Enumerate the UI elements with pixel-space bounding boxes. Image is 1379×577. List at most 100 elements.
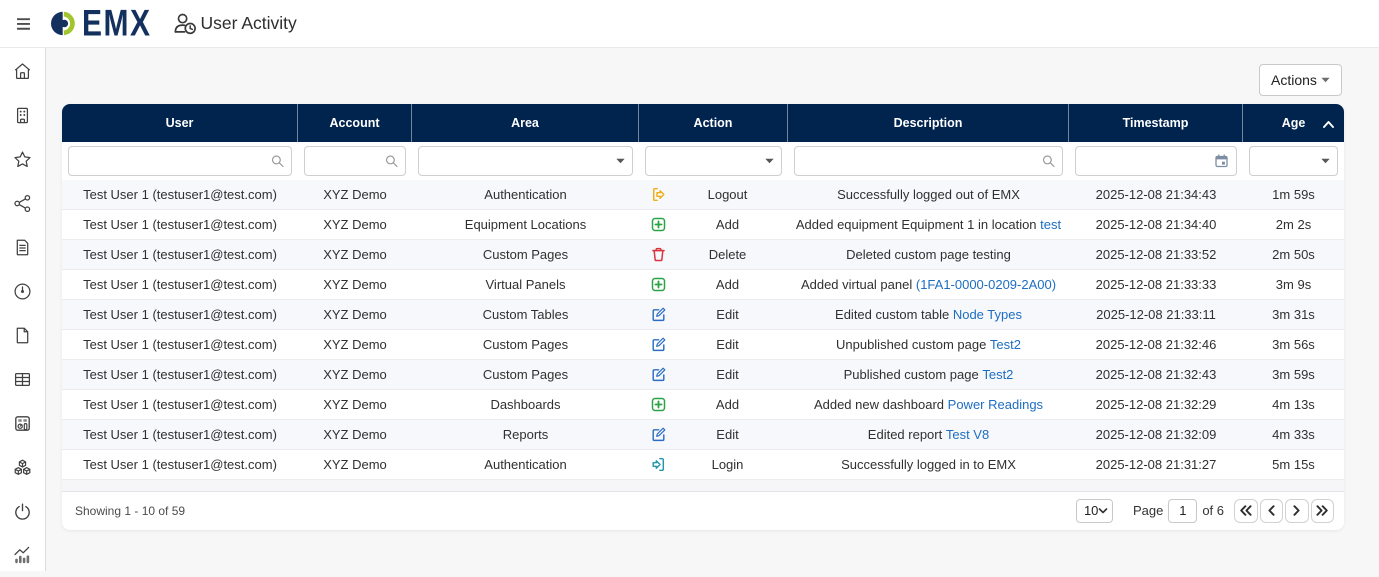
emx-logo[interactable]: EMX — [50, 5, 152, 42]
area-value: Custom Tables — [482, 307, 569, 322]
age-value: 4m 13s — [1272, 397, 1315, 412]
timestamp-value: 2025-12-08 21:32:09 — [1095, 427, 1217, 442]
cell-age: 3m 59s — [1243, 360, 1344, 389]
table-row[interactable]: Test User 1 (testuser1@test.com) XYZ Demo… — [62, 450, 1344, 480]
power-icon — [13, 502, 32, 521]
column-header-age[interactable]: Age — [1243, 104, 1344, 142]
cell-age: 3m 9s — [1243, 270, 1344, 299]
cell-description: Edited report Test V8 — [788, 420, 1069, 449]
table-header-row: User Account Area Action Description Timestam… — [62, 104, 1344, 142]
description-link[interactable]: test — [1040, 217, 1062, 232]
action-label: Edit — [716, 367, 739, 382]
action-filter-select[interactable] — [646, 147, 781, 175]
page-size-select[interactable]: 10 — [1075, 498, 1113, 523]
table-row[interactable]: Test User 1 (testuser1@test.com) XYZ Demo… — [62, 270, 1344, 300]
timestamp-value: 2025-12-08 21:34:43 — [1095, 187, 1217, 202]
timestamp-value: 2025-12-08 21:33:52 — [1095, 247, 1217, 262]
table-row[interactable]: Test User 1 (testuser1@test.com) XYZ Demo… — [62, 360, 1344, 390]
cell-action: Edit — [639, 330, 788, 359]
cell-action: Delete — [639, 240, 788, 269]
timestamp-filter-date-input[interactable] — [1076, 147, 1236, 175]
area-value: Reports — [502, 427, 549, 442]
age-value: 4m 33s — [1272, 427, 1315, 442]
description-link[interactable]: (1FA1-0000-0209-2A00) — [915, 277, 1057, 292]
column-header-label: Timestamp — [1122, 116, 1189, 130]
account-value: XYZ Demo — [323, 397, 387, 412]
cell-timestamp: 2025-12-08 21:31:27 — [1069, 450, 1243, 479]
description-link[interactable]: Node Types — [952, 307, 1022, 322]
age-filter-select[interactable] — [1250, 147, 1337, 175]
column-header-action[interactable]: Action — [639, 104, 788, 142]
description-text: Successfully logged out of EMX — [837, 187, 1020, 202]
cell-user: Test User 1 (testuser1@test.com) — [62, 420, 298, 449]
page-title: User Activity — [200, 13, 297, 33]
account-filter-input[interactable] — [305, 147, 405, 175]
prev-page-button[interactable] — [1259, 498, 1283, 523]
table-row[interactable]: Test User 1 (testuser1@test.com) XYZ Demo… — [62, 240, 1344, 270]
file-text-icon — [13, 238, 32, 257]
table-footer: Showing 1 - 10 of 59 10 Page of 6 — [62, 492, 1344, 529]
table-row[interactable]: Test User 1 (testuser1@test.com) XYZ Demo… — [62, 390, 1344, 420]
sidebar-item-home[interactable] — [1, 49, 45, 93]
table-icon — [13, 370, 32, 389]
sidebar-item-pages[interactable] — [1, 313, 45, 357]
column-header-area[interactable]: Area — [412, 104, 639, 142]
description-text: Added new dashboard — [813, 397, 948, 412]
sidebar-item-dashboards[interactable] — [1, 401, 45, 445]
column-header-label: Account — [329, 116, 380, 130]
column-header-user[interactable]: User — [62, 104, 298, 142]
emx-logo-mark-icon — [51, 11, 75, 36]
action-label: Edit — [716, 307, 739, 322]
cell-timestamp: 2025-12-08 21:32:29 — [1069, 390, 1243, 419]
description-link[interactable]: Power Readings — [947, 397, 1044, 412]
column-header-description[interactable]: Description — [788, 104, 1069, 142]
table-row[interactable]: Test User 1 (testuser1@test.com) XYZ Demo… — [62, 330, 1344, 360]
table-row[interactable]: Test User 1 (testuser1@test.com) XYZ Demo… — [62, 210, 1344, 240]
hamburger-menu-button[interactable] — [0, 0, 46, 48]
user-value: Test User 1 (testuser1@test.com) — [83, 217, 277, 232]
user-filter-input[interactable] — [69, 147, 291, 175]
action-edit-icon — [650, 426, 667, 443]
cell-age: 4m 33s — [1243, 420, 1344, 449]
area-filter-select[interactable] — [419, 147, 632, 175]
timestamp-value: 2025-12-08 21:33:33 — [1095, 277, 1217, 292]
cell-account: XYZ Demo — [298, 180, 412, 209]
description-link[interactable]: Test2 — [982, 367, 1014, 382]
user-clock-icon — [174, 13, 196, 34]
cell-age: 3m 31s — [1243, 300, 1344, 329]
description-text: Edited custom table — [835, 307, 953, 322]
page-number-input[interactable] — [1168, 498, 1198, 523]
last-page-button[interactable] — [1310, 498, 1334, 523]
timestamp-value: 2025-12-08 21:32:43 — [1095, 367, 1217, 382]
age-value: 3m 9s — [1275, 277, 1312, 292]
table-row[interactable]: Test User 1 (testuser1@test.com) XYZ Demo… — [62, 180, 1344, 210]
column-header-timestamp[interactable]: Timestamp — [1069, 104, 1243, 142]
description-text: Deleted custom page testing — [846, 247, 1011, 262]
cell-area: Custom Pages — [412, 330, 639, 359]
table-row[interactable]: Test User 1 (testuser1@test.com) XYZ Demo… — [62, 300, 1344, 330]
cell-user: Test User 1 (testuser1@test.com) — [62, 180, 298, 209]
next-page-button[interactable] — [1285, 498, 1309, 523]
column-header-account[interactable]: Account — [298, 104, 412, 142]
description-filter-input[interactable] — [795, 147, 1062, 175]
sidebar-item-power[interactable] — [1, 489, 45, 533]
description-link[interactable]: Test V8 — [945, 427, 990, 442]
sidebar-item-favorites[interactable] — [1, 137, 45, 181]
description-link[interactable]: Test2 — [989, 337, 1021, 352]
first-page-button[interactable] — [1234, 498, 1258, 523]
sidebar-item-tables[interactable] — [1, 357, 45, 401]
sidebar-item-nodes[interactable] — [1, 181, 45, 225]
cell-user: Test User 1 (testuser1@test.com) — [62, 330, 298, 359]
cell-action: Logout — [639, 180, 788, 209]
table-row[interactable]: Test User 1 (testuser1@test.com) XYZ Demo… — [62, 420, 1344, 450]
sidebar-item-meters[interactable] — [1, 269, 45, 313]
sidebar-item-models[interactable] — [1, 445, 45, 489]
cell-user: Test User 1 (testuser1@test.com) — [62, 450, 298, 479]
cell-account: XYZ Demo — [298, 300, 412, 329]
actions-button[interactable]: Actions — [1259, 64, 1342, 96]
sidebar-item-reports[interactable] — [1, 225, 45, 269]
sidebar-item-accounts[interactable] — [1, 93, 45, 137]
user-value: Test User 1 (testuser1@test.com) — [83, 367, 277, 382]
sidebar-item-activity[interactable] — [1, 533, 45, 577]
cell-user: Test User 1 (testuser1@test.com) — [62, 270, 298, 299]
